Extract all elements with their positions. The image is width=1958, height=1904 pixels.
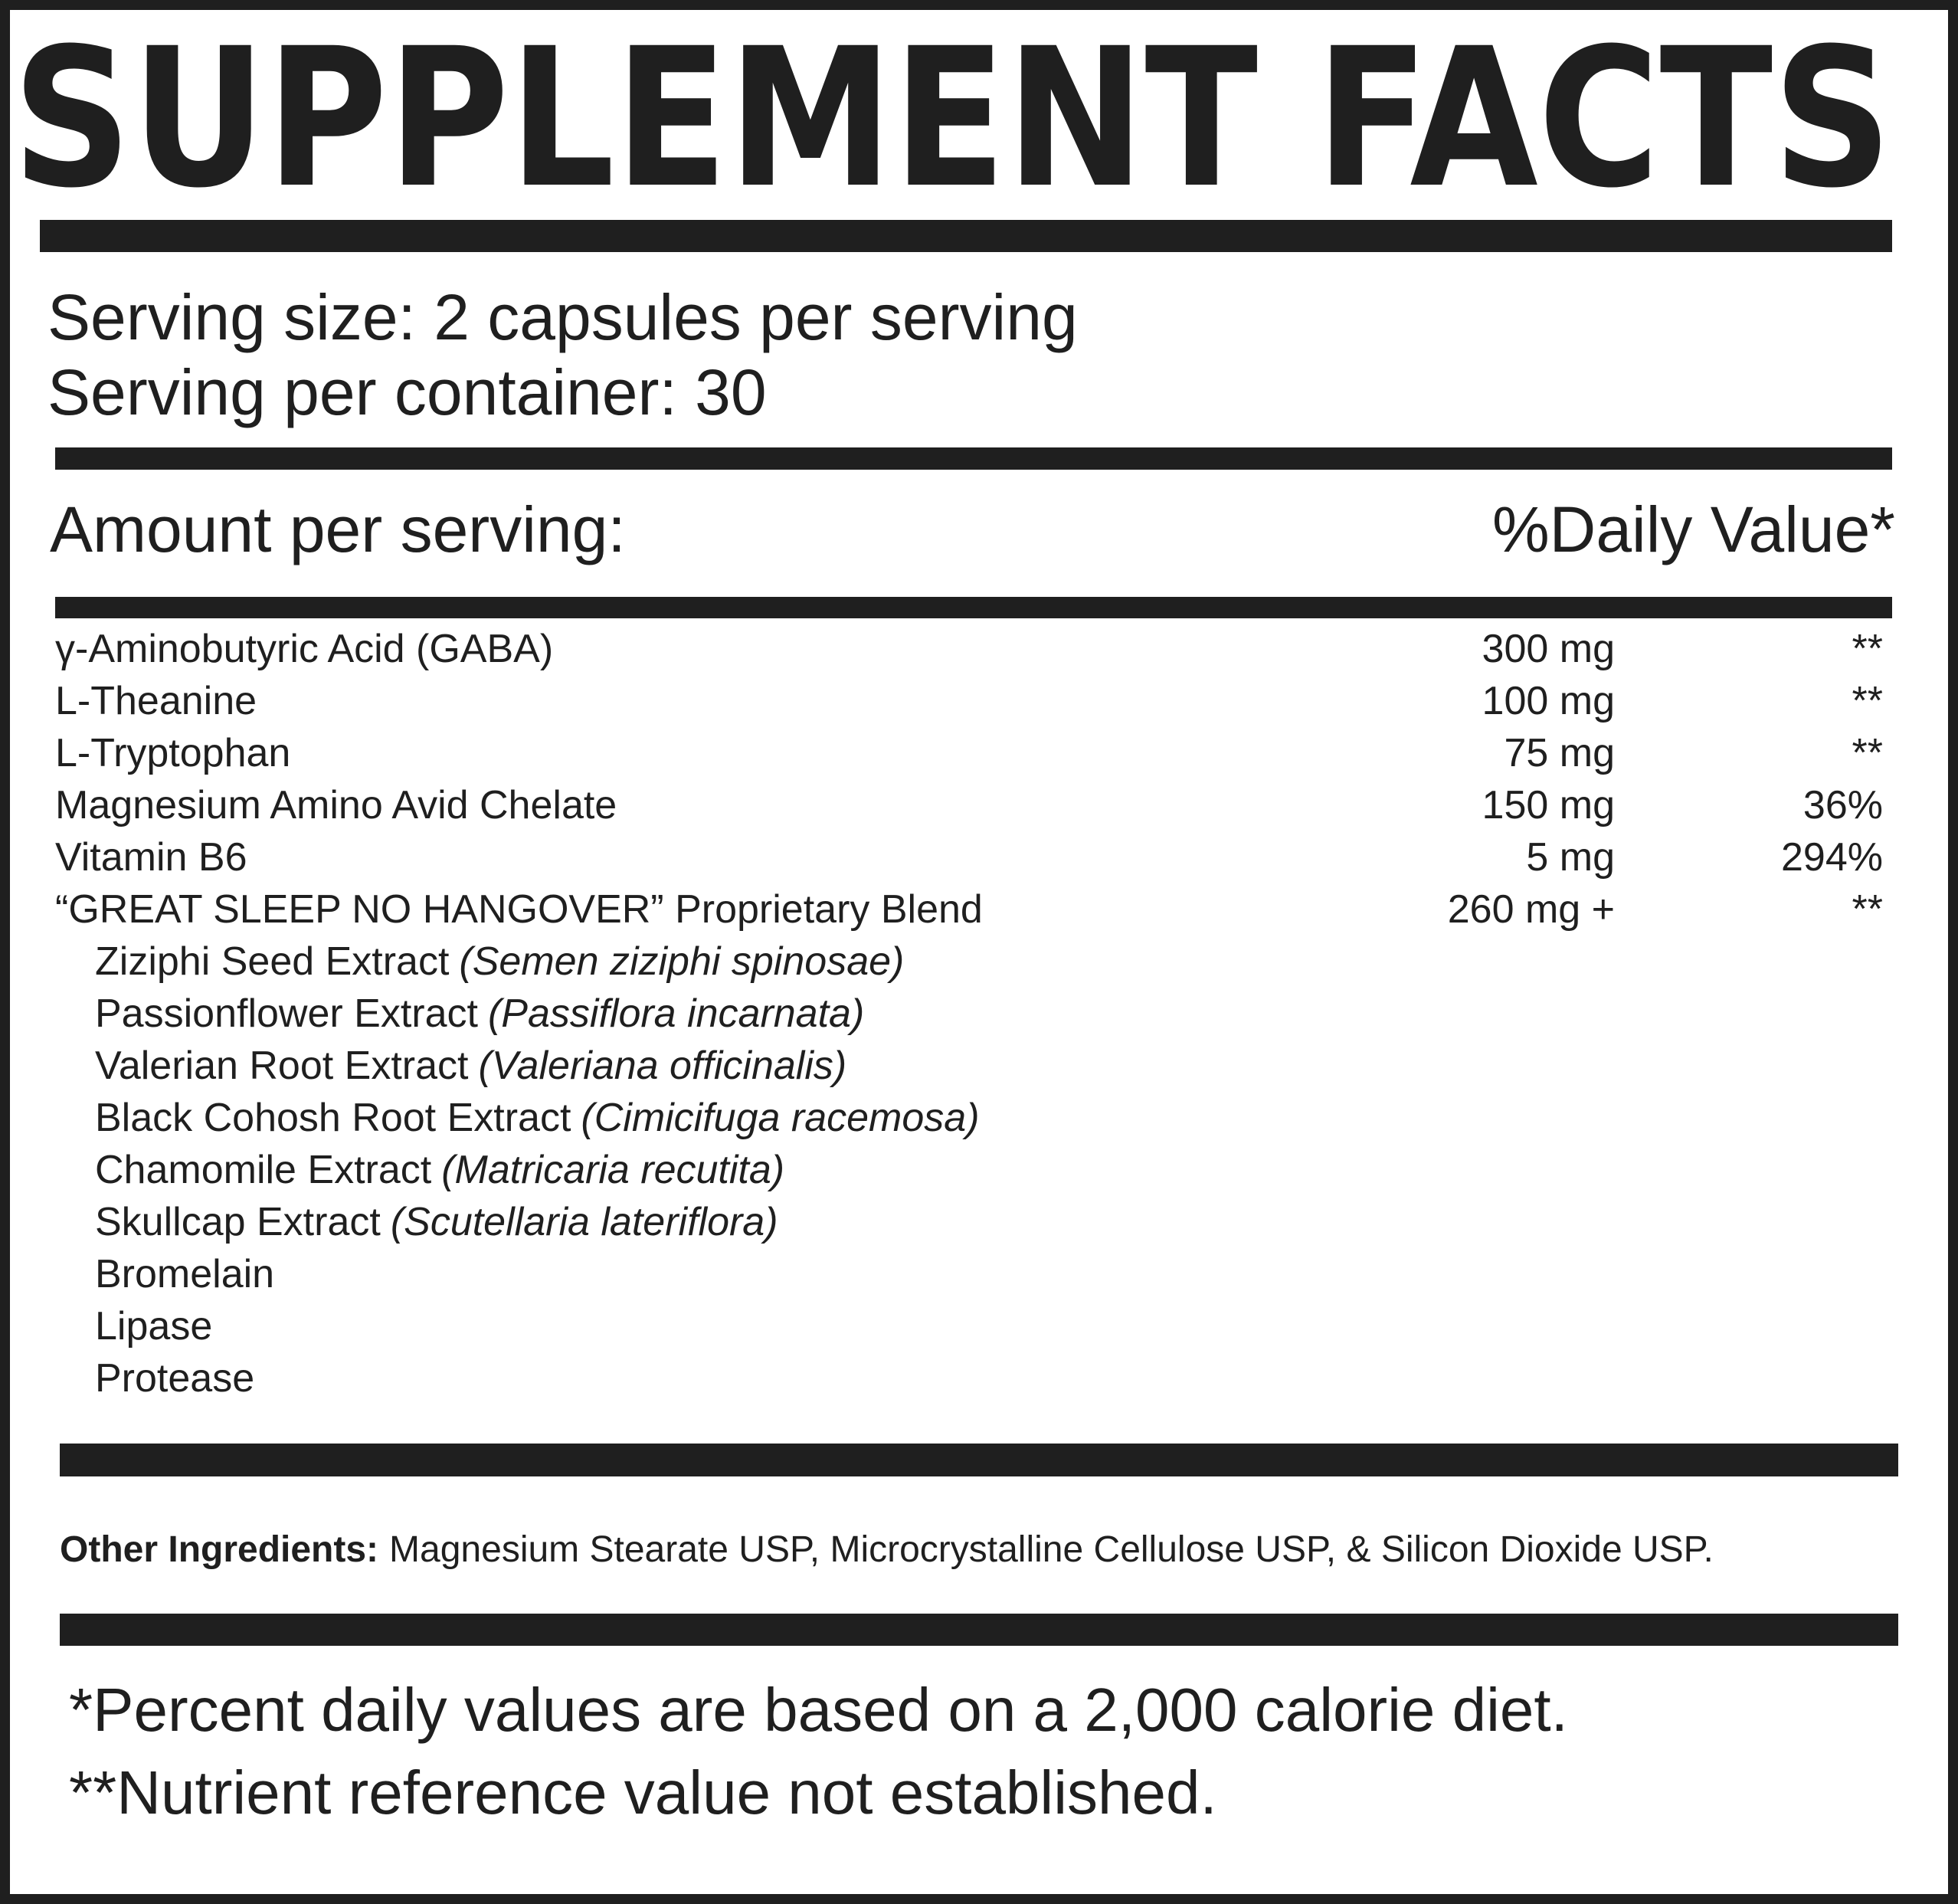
ingredient-amount: 75 mg bbox=[1504, 731, 1615, 775]
servings-per-container: Serving per container: 30 bbox=[47, 356, 767, 428]
blend-item-name: Lipase bbox=[95, 1304, 212, 1349]
blend-item: Bromelain bbox=[95, 1252, 274, 1296]
blend-item: Ziziphi Seed Extract (Semen ziziphi spino… bbox=[95, 939, 904, 984]
other-label: Other Ingredients: bbox=[60, 1529, 378, 1570]
ingredient-amount: 5 mg bbox=[1526, 835, 1615, 880]
divider bbox=[40, 220, 1892, 252]
blend-item-name: Black Cohosh Root Extract bbox=[95, 1096, 571, 1140]
blend-item: Protease bbox=[95, 1356, 254, 1401]
blend-item-latin: (Matricaria recutita) bbox=[441, 1148, 784, 1192]
blend-item-latin: (Cimicifuga racemosa) bbox=[581, 1096, 979, 1140]
ingredient-name: L-Theanine bbox=[55, 679, 257, 723]
title: SUPPLEMENT FACTS bbox=[12, 7, 1892, 230]
daily-value-header: %Daily Value* bbox=[1492, 493, 1895, 565]
footnote: **Nutrient reference value not establish… bbox=[69, 1758, 1217, 1827]
blend-item-latin: (Valeriana officinalis) bbox=[478, 1044, 846, 1088]
ingredient-amount: 150 mg bbox=[1482, 783, 1615, 827]
ingredient-amount: 100 mg bbox=[1482, 679, 1615, 723]
ingredient-rows: γ-Aminobutyric Acid (GABA) 300 mg ** L-Thea… bbox=[55, 627, 1883, 1401]
blend-item: Passionflower Extract (Passiflora incarna… bbox=[95, 991, 864, 1036]
blend-item-name: Passionflower Extract bbox=[95, 991, 479, 1036]
ingredient-amount: 300 mg bbox=[1482, 627, 1615, 671]
ingredient-name: Vitamin B6 bbox=[55, 835, 247, 880]
ingredient-amount: 260 mg + bbox=[1448, 887, 1615, 932]
ingredient-daily-value: 294% bbox=[1781, 835, 1883, 880]
amount-header: Amount per serving: bbox=[50, 493, 626, 565]
blend-item-latin: (Semen ziziphi spinosae) bbox=[459, 939, 904, 984]
divider bbox=[55, 597, 1892, 618]
other-ingredients: Other Ingredients: Magnesium Stearate USP… bbox=[60, 1529, 1714, 1570]
ingredient-daily-value: ** bbox=[1852, 679, 1883, 723]
blend-item: Black Cohosh Root Extract (Cimicifuga rac… bbox=[95, 1096, 980, 1140]
footnote: *Percent daily values are based on a 2,0… bbox=[69, 1676, 1568, 1744]
blend-item: Valerian Root Extract (Valeriana officina… bbox=[95, 1044, 846, 1088]
blend-item-name: Bromelain bbox=[95, 1252, 274, 1296]
ingredient-daily-value: ** bbox=[1852, 887, 1883, 932]
ingredient-name: L-Tryptophan bbox=[55, 731, 290, 775]
ingredient-name: Magnesium Amino Avid Chelate bbox=[55, 783, 617, 827]
blend-item-name: Valerian Root Extract bbox=[95, 1044, 469, 1088]
blend-item: Skullcap Extract (Scutellaria lateriflora… bbox=[95, 1200, 778, 1244]
blend-item-latin: (Passiflora incarnata) bbox=[488, 991, 864, 1036]
divider bbox=[60, 1444, 1898, 1476]
blend-item-name: Skullcap Extract bbox=[95, 1200, 381, 1244]
divider bbox=[55, 447, 1892, 470]
ingredient-daily-value: ** bbox=[1852, 731, 1883, 775]
divider bbox=[60, 1614, 1898, 1646]
blend-item-latin: (Scutellaria lateriflora) bbox=[391, 1200, 778, 1244]
ingredient-daily-value: 36% bbox=[1803, 783, 1883, 827]
blend-item-name: Protease bbox=[95, 1356, 254, 1401]
blend-item-name: Ziziphi Seed Extract bbox=[95, 939, 450, 984]
blend-item-name: Chamomile Extract bbox=[95, 1148, 432, 1192]
other-text: Magnesium Stearate USP, Microcrystalline… bbox=[389, 1529, 1714, 1570]
blend-item: Lipase bbox=[95, 1304, 212, 1349]
blend-item: Chamomile Extract (Matricaria recutita) bbox=[95, 1148, 784, 1192]
ingredient-daily-value: ** bbox=[1852, 627, 1883, 671]
ingredient-name: γ-Aminobutyric Acid (GABA) bbox=[55, 627, 553, 671]
ingredient-name: “GREAT SLEEP NO HANGOVER” Proprietary Bl… bbox=[55, 887, 983, 932]
serving-size: Serving size: 2 capsules per serving bbox=[47, 281, 1078, 353]
